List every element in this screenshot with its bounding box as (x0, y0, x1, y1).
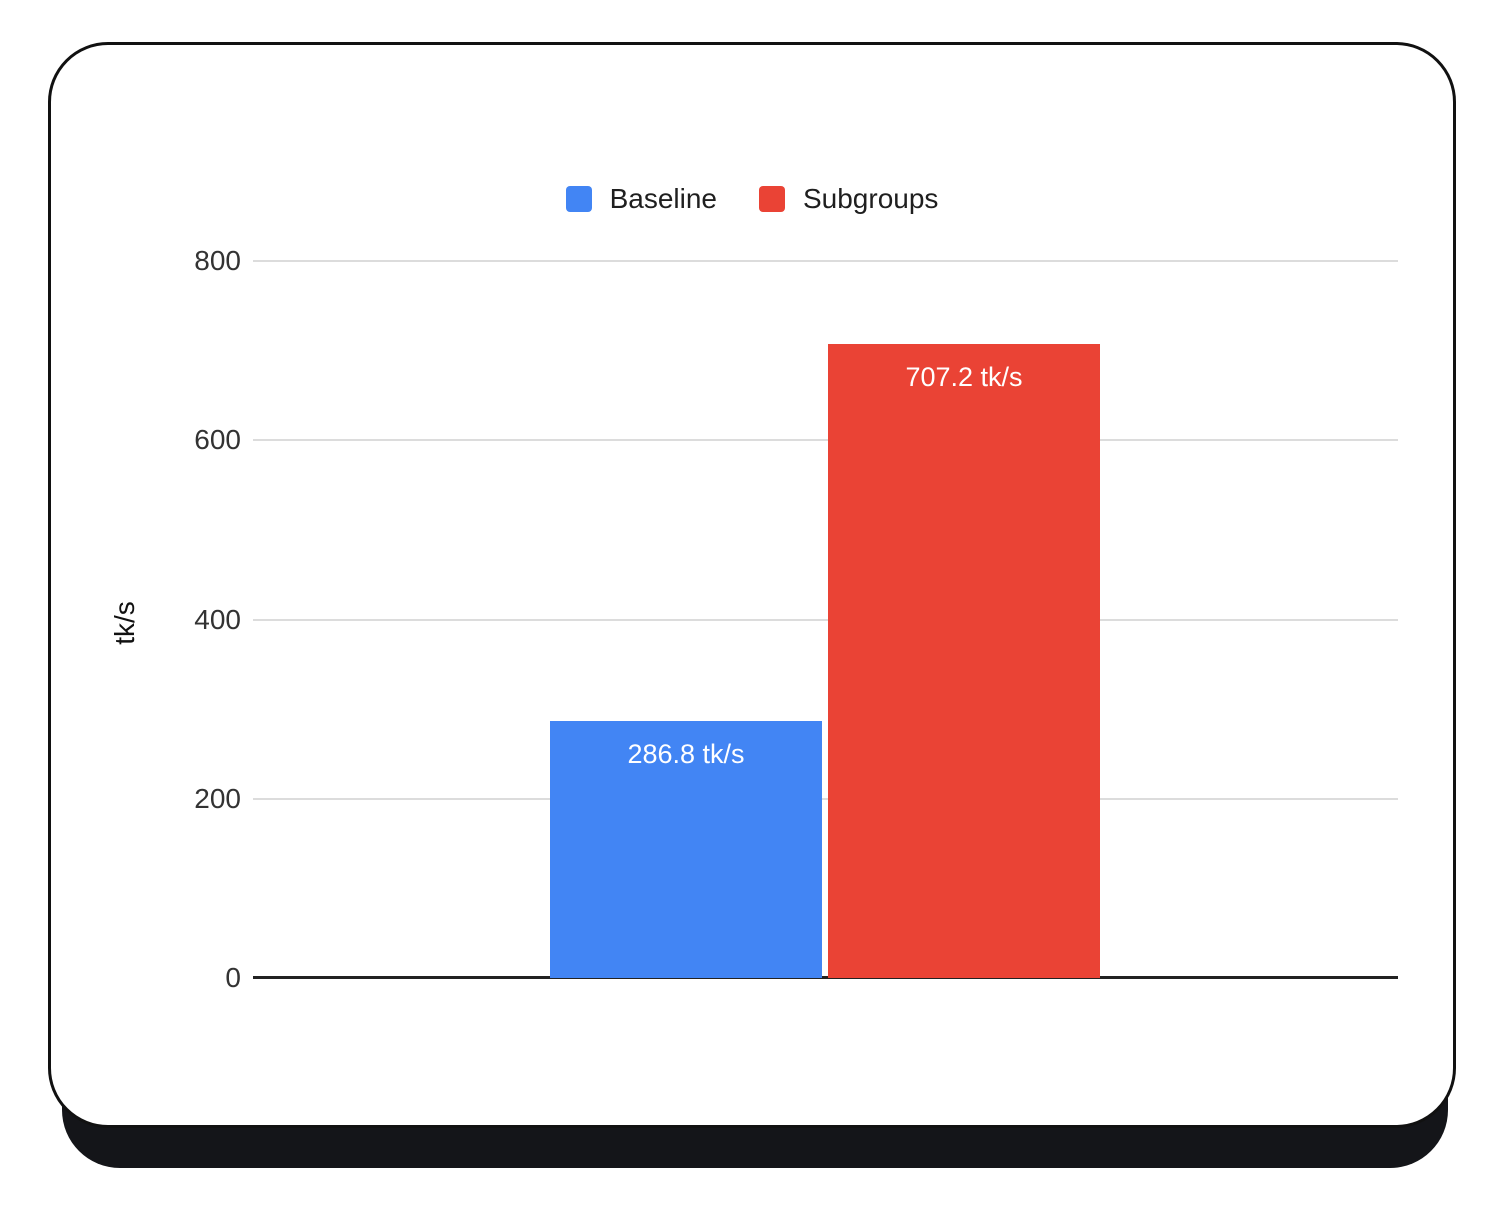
x-axis-line (253, 976, 1398, 979)
legend-item-subgroups: Subgroups (758, 183, 939, 215)
chart-card: Baseline Subgroups tk/s 0 200 400 600 800 286.… (48, 42, 1456, 1128)
legend-item-baseline: Baseline (565, 183, 717, 215)
legend-label: Baseline (609, 183, 717, 214)
bar-subgroups: 707.2 tk/s (828, 344, 1100, 978)
legend-label: Subgroups (802, 183, 939, 214)
legend-swatch-icon (758, 186, 785, 212)
bar-baseline: 286.8 tk/s (550, 720, 822, 978)
y-axis-tick-label: 0 (225, 962, 241, 993)
chart-legend: Baseline Subgroups (51, 183, 1453, 215)
bar-value-label: 707.2 tk/s (905, 362, 1023, 393)
y-axis-tick-label: 800 (194, 245, 241, 276)
gridline (253, 618, 1398, 621)
y-axis-tick-label: 600 (194, 424, 241, 456)
y-axis-tick-label: 400 (194, 603, 241, 635)
gridline (253, 260, 1398, 262)
gridline (253, 439, 1398, 442)
legend-swatch-icon (565, 186, 592, 212)
plot-area: 0 200 400 600 800 286.8 tk/s 707.2 tk/s (194, 245, 1398, 993)
bar-value-label: 286.8 tk/s (627, 738, 745, 769)
gridline (253, 797, 1398, 800)
y-axis-title: tk/s (109, 601, 140, 645)
y-axis-tick-label: 200 (194, 782, 241, 814)
